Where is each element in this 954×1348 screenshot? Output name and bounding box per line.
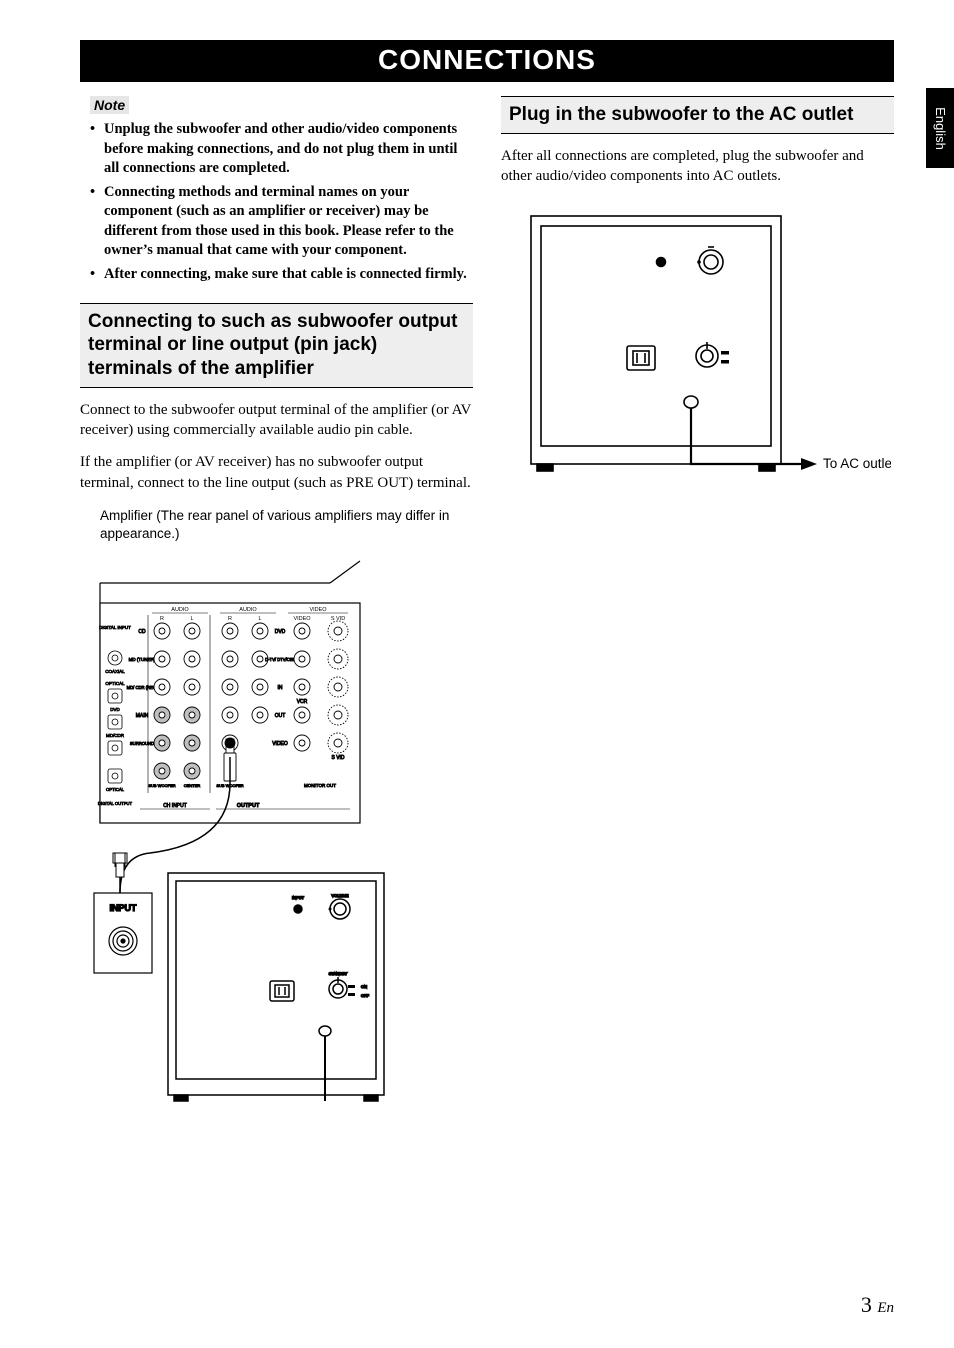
svg-text:SUB WOOFER: SUB WOOFER — [148, 783, 175, 788]
svg-text:DIGITAL INPUT: DIGITAL INPUT — [99, 625, 131, 630]
panel-group-label: AUDIO — [171, 607, 189, 613]
page-title: CONNECTIONS — [80, 40, 894, 82]
svg-text:L: L — [190, 616, 193, 622]
input-label: INPUT — [110, 903, 138, 913]
svg-text:MAIN: MAIN — [136, 713, 149, 719]
language-tab: English — [926, 88, 954, 168]
svg-text:IN: IN — [278, 685, 283, 691]
svg-text:VIDEO: VIDEO — [272, 741, 288, 747]
svg-text:COAXIAL: COAXIAL — [105, 669, 125, 674]
content-columns: Note Unplug the subwoofer and other audi… — [80, 96, 894, 1113]
svg-text:S VID: S VID — [331, 755, 344, 761]
body-paragraph: After all connections are completed, plu… — [501, 146, 894, 187]
note-item: After connecting, make sure that cable i… — [90, 265, 473, 285]
svg-text:OFF: OFF — [361, 993, 370, 998]
svg-text:L: L — [258, 616, 261, 622]
svg-text:MD/CDR: MD/CDR — [106, 733, 125, 738]
ac-outlet-label: To AC outlet — [823, 456, 891, 471]
amplifier-caption: Amplifier (The rear panel of various amp… — [100, 507, 473, 543]
svg-text:VOLUME: VOLUME — [332, 893, 349, 898]
panel-group-label: VIDEO — [309, 607, 327, 613]
svg-text:MD/ CDR (REC): MD/ CDR (REC) — [127, 685, 158, 690]
note-item: Unplug the subwoofer and other audio/vid… — [90, 120, 473, 179]
note-item: Connecting methods and terminal names on… — [90, 183, 473, 261]
right-column: Plug in the subwoofer to the AC outlet A… — [501, 96, 894, 1113]
svg-text:VIDEO: VIDEO — [293, 616, 311, 622]
language-tab-label: English — [933, 107, 948, 150]
svg-text:MD (TUNER): MD (TUNER) — [129, 657, 156, 662]
svg-text:SURROUND: SURROUND — [130, 741, 154, 746]
svg-text:OUTPUT: OUTPUT — [237, 803, 260, 809]
page-number-suffix: En — [877, 1300, 894, 1316]
svg-text:OPTICAL: OPTICAL — [105, 681, 125, 686]
note-label: Note — [90, 96, 129, 114]
panel-group-label: AUDIO — [239, 607, 257, 613]
svg-text:VCR: VCR — [297, 699, 308, 705]
body-paragraph: If the amplifier (or AV receiver) has no… — [80, 452, 473, 493]
svg-text:R: R — [228, 616, 232, 622]
page-number: 3 En — [861, 1292, 894, 1318]
svg-text:ON: ON — [361, 984, 367, 989]
svg-text:CENTER: CENTER — [184, 783, 201, 788]
left-column: Note Unplug the subwoofer and other audi… — [80, 96, 473, 1113]
svg-text:CD: CD — [138, 629, 146, 635]
svg-text:OUT: OUT — [275, 713, 286, 719]
left-section-heading: Connecting to such as subwoofer output t… — [80, 303, 473, 388]
svg-text:MONITOR OUT: MONITOR OUT — [304, 783, 336, 788]
svg-text:DIGITAL OUTPUT: DIGITAL OUTPUT — [98, 801, 133, 806]
svg-text:OPTICAL: OPTICAL — [106, 787, 125, 792]
subwoofer-ac-diagram: To AC outlet — [501, 206, 891, 486]
svg-text:CH INPUT: CH INPUT — [163, 803, 187, 809]
svg-text:DVD: DVD — [275, 629, 286, 635]
svg-text:R: R — [160, 616, 164, 622]
note-list: Unplug the subwoofer and other audio/vid… — [80, 120, 473, 285]
svg-text:STANDBY: STANDBY — [329, 971, 348, 976]
svg-text:INPUT: INPUT — [292, 895, 305, 900]
svg-text:D-TV/ DTV/CBL: D-TV/ DTV/CBL — [265, 657, 295, 662]
body-paragraph: Connect to the subwoofer output terminal… — [80, 400, 473, 441]
svg-text:DVD: DVD — [110, 707, 120, 712]
page-number-value: 3 — [861, 1292, 872, 1317]
right-section-heading: Plug in the subwoofer to the AC outlet — [501, 96, 894, 134]
amplifier-diagram: AUDIO AUDIO VIDEO R L R L VIDEO S VID DI… — [80, 553, 400, 1113]
